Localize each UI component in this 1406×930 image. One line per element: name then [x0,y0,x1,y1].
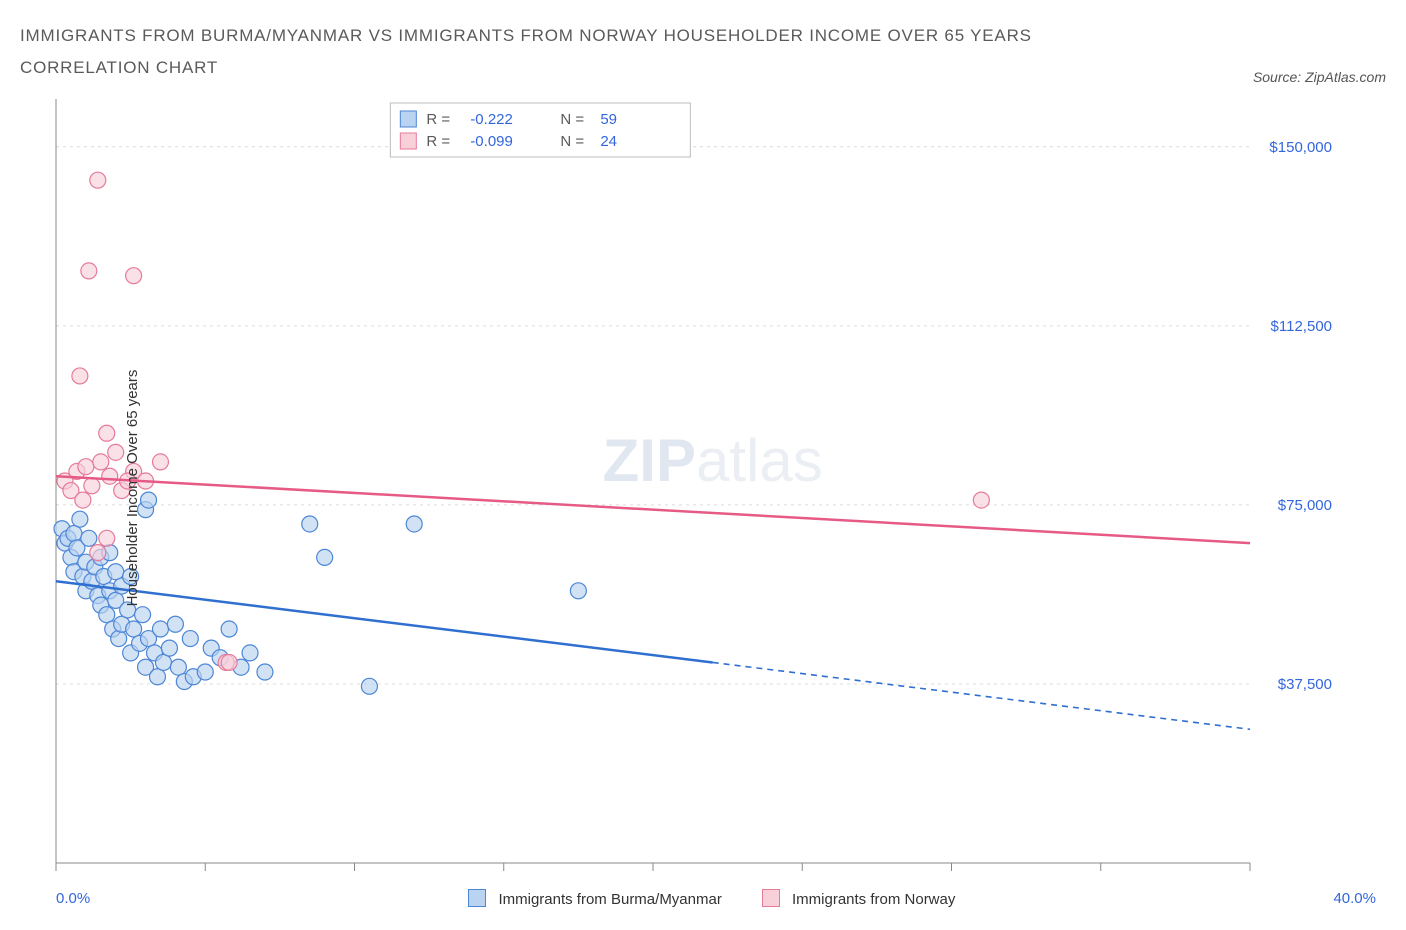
svg-text:$150,000: $150,000 [1269,138,1332,155]
svg-text:-0.222: -0.222 [470,111,513,128]
svg-text:R =: R = [426,133,450,150]
svg-text:-0.099: -0.099 [470,133,513,150]
svg-text:ZIPatlas: ZIPatlas [603,427,823,494]
svg-text:$37,500: $37,500 [1278,676,1332,693]
source-attribution: Source: ZipAtlas.com [1253,69,1386,85]
x-axis-min-label: 0.0% [56,890,90,907]
source-prefix: Source: [1253,69,1305,85]
y-axis-label: Householder Income Over 65 years [124,369,141,606]
scatter-chart: ZIPatlas $37,500 $75,000 $112,500 $150,000 R … [20,93,1340,883]
x-axis-legend-row: 0.0% Immigrants from Burma/Myanmar Immig… [20,883,1386,908]
chart-title: IMMIGRANTS FROM BURMA/MYANMAR VS IMMIGRA… [20,20,1120,85]
x-axis-max-label: 40.0% [1333,890,1376,907]
legend-swatch-burma [468,889,486,907]
source-name: ZipAtlas.com [1305,69,1386,85]
svg-text:24: 24 [600,133,617,150]
svg-text:N =: N = [560,111,584,128]
legend-item-norway: Immigrants from Norway [762,889,956,908]
svg-text:R =: R = [426,111,450,128]
legend-item-burma: Immigrants from Burma/Myanmar [468,889,722,908]
legend-label-burma: Immigrants from Burma/Myanmar [498,891,721,908]
svg-text:59: 59 [600,111,617,128]
svg-text:$112,500: $112,500 [1271,317,1332,334]
legend-label-norway: Immigrants from Norway [792,891,955,908]
legend-swatch-norway [762,889,780,907]
series-legend: Immigrants from Burma/Myanmar Immigrants… [468,889,955,908]
chart-container: Householder Income Over 65 years ZIPatla… [20,93,1386,883]
svg-text:N =: N = [560,133,584,150]
svg-text:$75,000: $75,000 [1278,496,1332,513]
